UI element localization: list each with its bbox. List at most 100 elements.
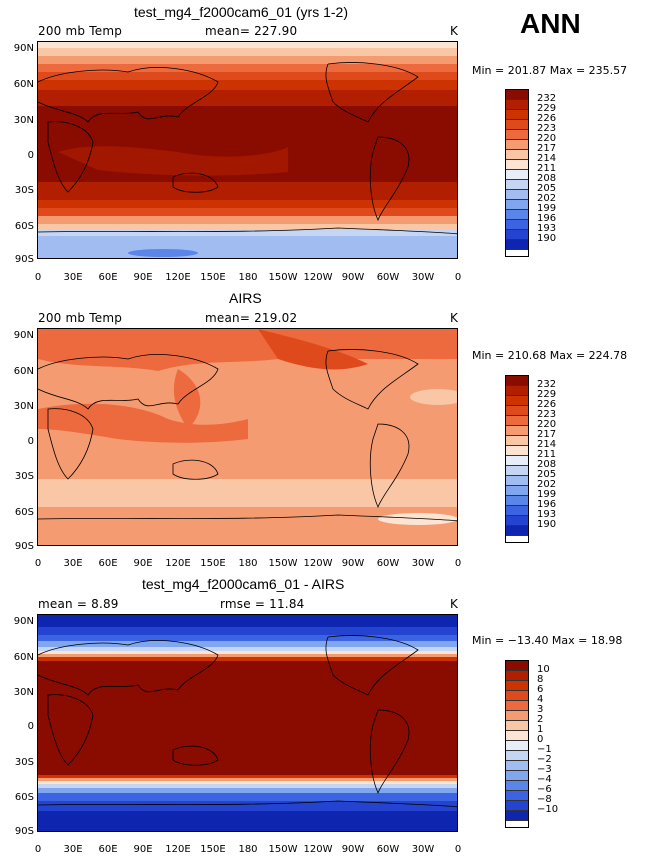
colorbar-label: 196 — [537, 213, 557, 224]
lon-label: 120W — [303, 558, 333, 569]
lat-label: 60N — [13, 652, 34, 663]
lat-label: 60S — [14, 221, 34, 232]
colorbar-label: 0 — [537, 734, 544, 745]
lon-label: 60W — [376, 558, 400, 569]
colorbar-label: 196 — [537, 499, 557, 510]
unit-label: K — [450, 597, 459, 611]
colorbar-label: 232 — [537, 93, 557, 104]
colorbar-label: 220 — [537, 133, 557, 144]
colorbar-label: 8 — [537, 674, 544, 685]
colorbar-label: 223 — [537, 409, 557, 420]
map-plot — [37, 614, 458, 832]
lat-label: 60S — [14, 507, 34, 518]
colorbar-label: 217 — [537, 143, 557, 154]
lon-label: 180 — [238, 558, 258, 569]
colorbar-label: 226 — [537, 113, 557, 124]
lat-label: 30S — [14, 757, 34, 768]
colorbar-label: 190 — [537, 233, 557, 244]
lon-label: 90E — [133, 844, 153, 855]
colorbar-label: 199 — [537, 489, 557, 500]
lat-label: 90S — [14, 826, 34, 837]
lat-label: 90S — [14, 541, 34, 552]
lon-label: 150E — [200, 844, 226, 855]
colorbar-label: 205 — [537, 183, 557, 194]
lon-label: 30E — [63, 272, 83, 283]
lon-label: 0 — [454, 558, 462, 569]
lon-label: 120E — [165, 272, 191, 283]
colorbar-label: −4 — [537, 774, 552, 785]
colorbar-label: 190 — [537, 519, 557, 530]
colorbar-label: 3 — [537, 704, 544, 715]
lat-label: 60N — [13, 366, 34, 377]
colorbar — [505, 660, 529, 828]
lon-label: 0 — [34, 844, 42, 855]
lon-label: 60W — [376, 272, 400, 283]
difference-field — [38, 615, 457, 831]
season-label: ANN — [520, 8, 581, 39]
lat-label: 60S — [14, 792, 34, 803]
lon-label: 0 — [34, 558, 42, 569]
colorbar-label: −3 — [537, 764, 552, 775]
lat-label: 90N — [13, 330, 34, 341]
panel-title: test_mg4_f2000cam6_01 (yrs 1-2) — [134, 4, 348, 20]
lon-label: 120W — [303, 844, 333, 855]
panel-title: AIRS — [229, 290, 262, 306]
colorbar-label: 193 — [537, 509, 557, 520]
lat-label: 60N — [13, 79, 34, 90]
lat-label: 0 — [27, 150, 34, 161]
minmax-label: Min = −13.40 Max = 18.98 — [472, 634, 623, 647]
lon-label: 0 — [454, 272, 462, 283]
lon-label: 30W — [411, 558, 435, 569]
colorbar-label: 232 — [537, 379, 557, 390]
colorbar-label: 223 — [537, 123, 557, 134]
lat-label: 30S — [14, 185, 34, 196]
unit-label: K — [450, 24, 459, 38]
lon-label: 30W — [411, 272, 435, 283]
lat-label: 30N — [13, 401, 34, 412]
mean-label: mean= 227.90 — [205, 24, 298, 38]
lon-label: 60E — [98, 272, 118, 283]
colorbar-label: 1 — [537, 724, 544, 735]
colorbar-label: 199 — [537, 203, 557, 214]
colorbar-label: −1 — [537, 744, 552, 755]
colorbar-label: 4 — [537, 694, 544, 705]
lon-label: 30E — [63, 844, 83, 855]
lat-label: 30N — [13, 115, 34, 126]
lon-label: 0 — [34, 272, 42, 283]
colorbar-label: −8 — [537, 794, 552, 805]
lon-label: 120E — [165, 558, 191, 569]
lon-label: 150W — [268, 558, 298, 569]
lat-label: 90N — [13, 43, 34, 54]
lat-label: 90S — [14, 254, 34, 265]
lon-label: 180 — [238, 844, 258, 855]
lon-label: 30W — [411, 844, 435, 855]
colorbar-label: 202 — [537, 479, 557, 490]
lon-label: 90W — [341, 272, 365, 283]
colorbar-label: 220 — [537, 419, 557, 430]
lon-label: 150E — [200, 272, 226, 283]
lat-label: 30N — [13, 687, 34, 698]
lon-label: 90W — [341, 844, 365, 855]
mean-label: mean= 219.02 — [205, 311, 298, 325]
variable-label: 200 mb Temp — [38, 24, 123, 38]
rmse-label: rmse = 11.84 — [220, 597, 305, 611]
lon-label: 0 — [454, 844, 462, 855]
colorbar-label: −10 — [537, 804, 559, 815]
unit-label: K — [450, 311, 459, 325]
lon-label: 60E — [98, 844, 118, 855]
variable-label: 200 mb Temp — [38, 311, 123, 325]
mean-label: mean = 8.89 — [38, 597, 119, 611]
colorbar-label: 208 — [537, 173, 557, 184]
colorbar-label: 226 — [537, 399, 557, 410]
lon-label: 150E — [200, 558, 226, 569]
lon-label: 90E — [133, 558, 153, 569]
lon-label: 90W — [341, 558, 365, 569]
lat-label: 30S — [14, 471, 34, 482]
colorbar — [505, 89, 529, 257]
colorbar-label: 229 — [537, 103, 557, 114]
lon-label: 60W — [376, 844, 400, 855]
panel-title: test_mg4_f2000cam6_01 - AIRS — [142, 576, 345, 592]
lon-label: 150W — [268, 844, 298, 855]
colorbar-label: 211 — [537, 163, 557, 174]
map-plot — [37, 41, 458, 259]
